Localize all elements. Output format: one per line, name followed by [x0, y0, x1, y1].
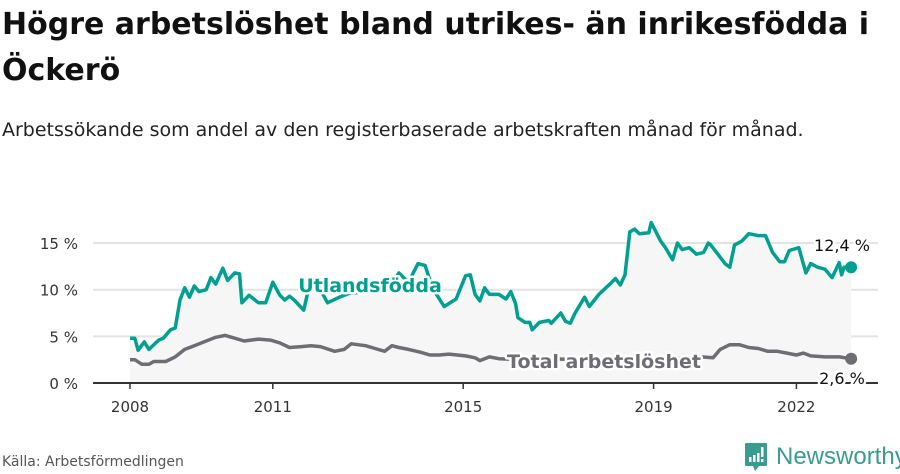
y-tick-label: 15 %	[40, 235, 78, 253]
x-tick-label: 2019	[635, 398, 673, 416]
x-tick-label: 2008	[111, 398, 149, 416]
chart-title: Högre arbetslöshet bland utrikes- än inr…	[2, 7, 870, 88]
end-label-foreign: 12,4 %	[814, 236, 870, 255]
series-label-foreign: Utlandsfödda	[298, 275, 442, 297]
chart-subtitle: Arbetssökande som andel av den registerb…	[2, 119, 804, 141]
foreign-born-line	[130, 220, 852, 353]
brand-name: Newsworthy	[776, 443, 900, 470]
y-tick-label: 10 %	[40, 282, 78, 300]
foreign-born-line-end-dot	[845, 261, 858, 274]
series-label-total: Total arbetslöshet	[507, 351, 701, 373]
x-tick-label: 2011	[254, 398, 292, 416]
y-tick-label: 0 %	[49, 375, 78, 393]
total-line	[130, 333, 852, 367]
total-line-end-dot	[845, 352, 858, 365]
newsworthy-logo: Newsworthy	[744, 442, 900, 472]
x-tick-label: 2015	[444, 398, 482, 416]
y-tick-label: 5 %	[49, 328, 78, 346]
x-tick-label: 2022	[777, 398, 815, 416]
source-note: Källa: Arbetsförmedlingen	[2, 454, 184, 470]
area-fill	[130, 222, 852, 383]
bar-chart-icon	[745, 443, 767, 471]
end-label-total: 2,6 %	[819, 369, 865, 388]
